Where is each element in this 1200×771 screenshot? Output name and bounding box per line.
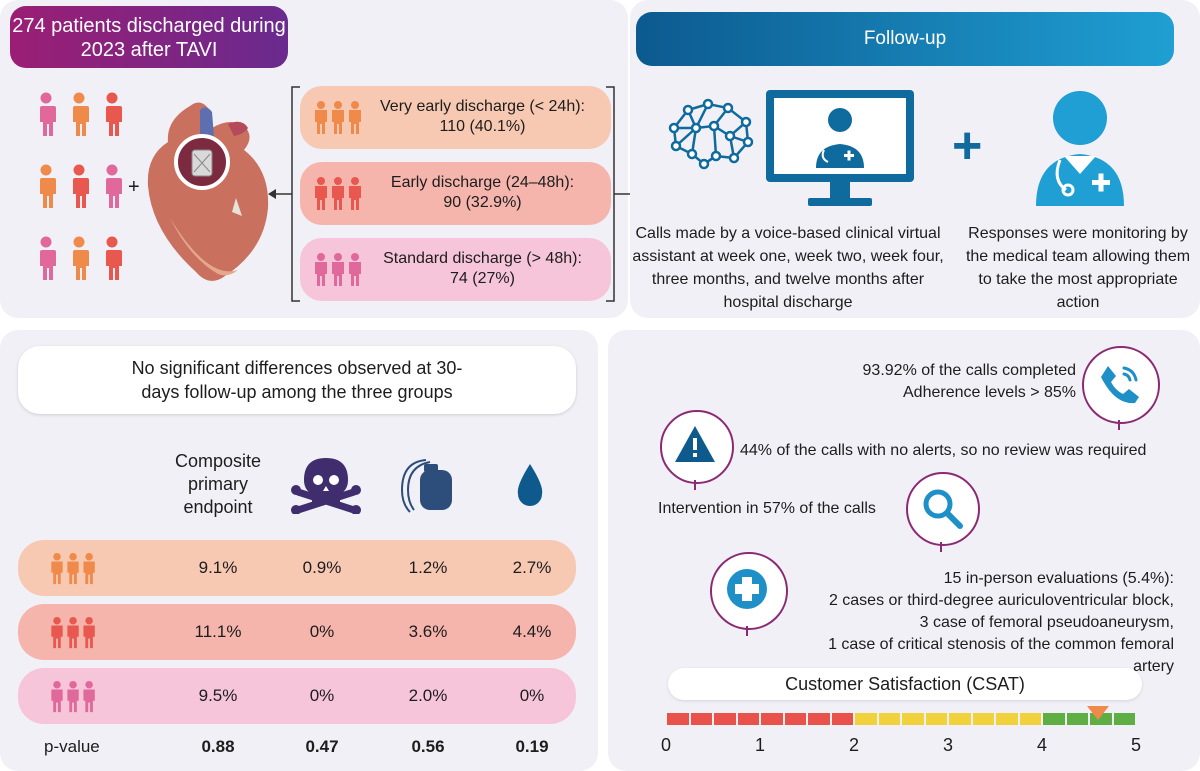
phone-badge	[1082, 346, 1160, 424]
csat-segment	[784, 713, 806, 725]
csat-segment	[878, 713, 900, 725]
review-badge	[906, 472, 980, 546]
table-cell: 0%	[519, 686, 545, 705]
early-row-icon	[51, 616, 95, 649]
very-early-discharge-group: Very early discharge (< 24h): 110 (40.1%)	[300, 86, 611, 149]
results-headline: No significant differences observed at 3…	[18, 346, 576, 414]
csat-segment	[996, 713, 1018, 725]
early-value: 90 (32.9%)	[443, 194, 522, 211]
evaluation-badge-pin	[746, 626, 748, 636]
table-cell: 2.0%	[408, 686, 448, 705]
csat-segment	[902, 713, 924, 725]
magnifier-icon	[923, 489, 963, 529]
no-alerts-text: 44% of the calls with no alerts, so no r…	[740, 442, 1147, 459]
pvalue-cell: 0.56	[411, 737, 445, 756]
phone-badge-pin	[1118, 420, 1120, 430]
medical-cross-icon	[727, 569, 767, 609]
standard-result-row: 9.5% 0% 2.0% 0%	[18, 668, 576, 724]
csat-segment	[737, 713, 759, 725]
csat-segment	[949, 713, 971, 725]
csat-segment	[1019, 713, 1041, 725]
csat-segment	[1113, 713, 1135, 725]
ai-brain-network-icon	[668, 98, 754, 170]
csat-segment	[808, 713, 830, 725]
stenosis-line: 1 case of critical stenosis of the commo…	[828, 636, 1174, 675]
very-early-group-icon	[315, 101, 361, 134]
table-cell: 0%	[309, 622, 335, 641]
composite-endpoint-header: Composite primary endpoint	[174, 451, 262, 517]
csat-segment	[1066, 713, 1088, 725]
groups-bracket	[268, 86, 640, 302]
pseudoaneurysm-line: 3 case of femoral pseudoaneurysm,	[919, 614, 1174, 631]
csat-segment	[667, 713, 689, 725]
early-group-icon	[315, 177, 361, 210]
csat-segment	[761, 713, 783, 725]
plus-sign: +	[128, 176, 140, 198]
pvalue-cell: 0.88	[201, 737, 235, 756]
patients-group-icon	[38, 92, 122, 280]
early-discharge-group: Early discharge (24–48h): 90 (32.9%)	[300, 162, 611, 225]
csat-segment	[714, 713, 736, 725]
csat-segment	[831, 713, 853, 725]
early-label: Early discharge (24–48h):	[390, 174, 575, 191]
in-person-evaluations-text: 15 in-person evaluations (5.4%): 2 cases…	[790, 568, 1174, 678]
csat-tick-label: 5	[1130, 735, 1141, 755]
pvalue-cell: 0.19	[515, 737, 549, 756]
medical-team-icon	[1036, 91, 1124, 206]
standard-label: Standard discharge (> 48h):	[383, 250, 582, 267]
calls-completed-line: 93.92% of the calls completed	[862, 362, 1076, 379]
csat-segment	[925, 713, 947, 725]
csat-segment	[972, 713, 994, 725]
pvalue-cell: 0.47	[305, 737, 339, 756]
monitor-doctor-icon	[766, 90, 914, 206]
standard-discharge-group: Standard discharge (> 48h): 74 (27%)	[300, 238, 611, 301]
csat-tick-label: 3	[942, 735, 953, 755]
pacemaker-icon	[400, 459, 452, 513]
phone-call-icon	[1101, 366, 1139, 404]
calls-completed-text: 93.92% of the calls completed Adherence …	[800, 360, 1076, 404]
table-cell: 2.7%	[512, 558, 552, 577]
very-early-label: Very early discharge (< 24h):	[380, 98, 585, 115]
adherence-line: Adherence levels > 85%	[903, 384, 1076, 401]
table-cell: 9.5%	[198, 686, 238, 705]
alert-badge-pin	[694, 480, 696, 490]
medical-team-description: Responses were monitoring by the medical…	[965, 225, 1191, 311]
death-icon	[291, 458, 361, 514]
very-early-result-row: 9.1% 0.9% 1.2% 2.7%	[18, 540, 576, 596]
csat-score-marker	[1087, 706, 1110, 720]
standard-row-icon	[51, 680, 95, 713]
pvalue-label: p-value	[44, 737, 100, 756]
followup-title: Follow-up	[636, 12, 1174, 66]
csat-segment	[855, 713, 877, 725]
csat-segment	[1043, 713, 1065, 725]
followup-plus-sign: +	[952, 117, 983, 175]
intervention-text: Intervention in 57% of the calls	[658, 500, 876, 517]
csat-segment	[690, 713, 712, 725]
standard-value: 74 (27%)	[450, 270, 515, 287]
table-cell: 4.4%	[512, 622, 552, 641]
table-cell: 11.1%	[194, 622, 242, 641]
csat-tick-label: 4	[1036, 735, 1047, 755]
csat-tick-label: 1	[754, 735, 765, 755]
bleeding-icon	[517, 464, 543, 506]
csat-tick-label: 2	[848, 735, 859, 755]
standard-group-icon	[315, 253, 361, 286]
table-cell: 0.9%	[302, 558, 342, 577]
cohort-title: 274 patients discharged during 2023 afte…	[10, 6, 288, 68]
very-early-row-icon	[51, 552, 95, 585]
table-cell: 1.2%	[408, 558, 448, 577]
table-cell: 9.1%	[198, 558, 238, 577]
review-badge-pin	[940, 542, 942, 552]
csat-tick-label: 0	[660, 735, 671, 755]
warning-icon	[675, 426, 715, 462]
table-cell: 3.6%	[408, 622, 448, 641]
av-block-line: 2 cases or third-degree auriculoventricu…	[828, 592, 1174, 609]
csat-title: Customer Satisfaction (CSAT)	[668, 668, 1142, 700]
heart-illustration	[147, 102, 269, 281]
very-early-value: 110 (40.1%)	[439, 118, 526, 135]
evaluations-line: 15 in-person evaluations (5.4%):	[943, 570, 1174, 587]
table-cell: 0%	[309, 686, 335, 705]
early-result-row: 11.1% 0% 3.6% 4.4%	[18, 604, 576, 660]
virtual-assistant-description: Calls made by a voice-based clinical vir…	[632, 225, 944, 311]
